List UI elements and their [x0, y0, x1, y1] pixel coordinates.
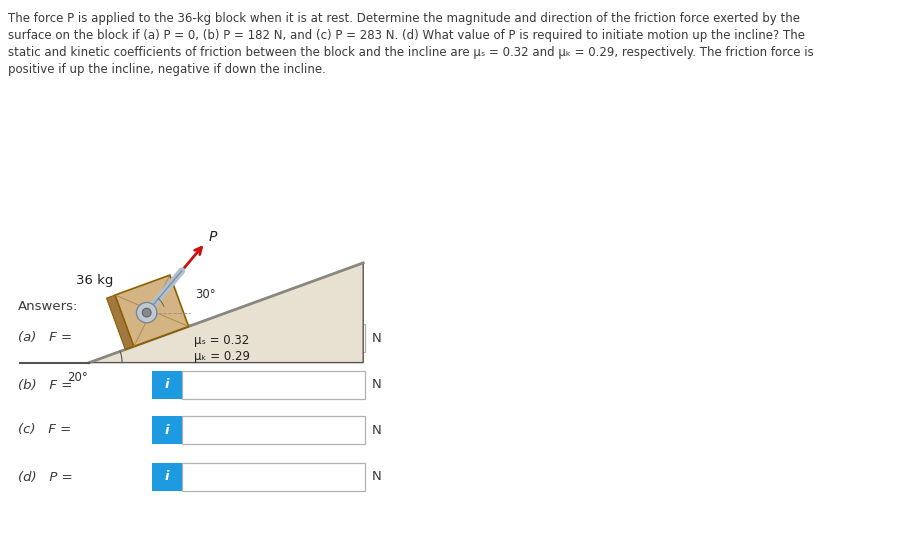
Text: (d)   P =: (d) P =	[18, 470, 73, 483]
Text: N: N	[372, 331, 382, 344]
Bar	[152, 324, 182, 352]
Polygon shape	[125, 326, 189, 350]
Text: positive if up the incline, negative if down the incline.: positive if up the incline, negative if …	[8, 63, 326, 76]
Bar	[152, 416, 182, 444]
Polygon shape	[89, 263, 363, 363]
Text: static and kinetic coefficients of friction between the block and the incline ar: static and kinetic coefficients of frict…	[8, 46, 814, 59]
Circle shape	[142, 308, 151, 317]
Text: (a)   F =: (a) F =	[18, 331, 72, 344]
Text: The force P is applied to the 36-kg block when it is at rest. Determine the magn: The force P is applied to the 36-kg bloc…	[8, 12, 800, 25]
Text: i: i	[165, 331, 169, 344]
Text: i: i	[165, 378, 169, 392]
Text: μₛ = 0.32: μₛ = 0.32	[194, 334, 250, 347]
Bar	[182, 324, 365, 352]
Text: N: N	[372, 378, 382, 392]
Bar	[152, 371, 182, 399]
Polygon shape	[107, 295, 134, 350]
Text: 20°: 20°	[67, 371, 88, 383]
Text: i: i	[165, 424, 169, 437]
Text: N: N	[372, 424, 382, 437]
Circle shape	[137, 302, 157, 323]
Text: N: N	[372, 470, 382, 483]
Text: (c)   F =: (c) F =	[18, 424, 71, 437]
Text: Answers:: Answers:	[18, 300, 78, 313]
Bar	[182, 416, 365, 444]
Text: 30°: 30°	[195, 288, 216, 301]
Bar	[152, 463, 182, 491]
Bar	[182, 371, 365, 399]
Polygon shape	[115, 275, 189, 346]
Text: P: P	[209, 230, 218, 244]
Bar	[182, 463, 365, 491]
Text: i: i	[165, 470, 169, 483]
Text: μₖ = 0.29: μₖ = 0.29	[194, 350, 250, 363]
Text: 36 kg: 36 kg	[77, 274, 114, 287]
Text: (b)   F =: (b) F =	[18, 378, 72, 392]
Text: surface on the block if (a) P = 0, (b) P = 182 N, and (c) P = 283 N. (d) What va: surface on the block if (a) P = 0, (b) P…	[8, 29, 805, 42]
